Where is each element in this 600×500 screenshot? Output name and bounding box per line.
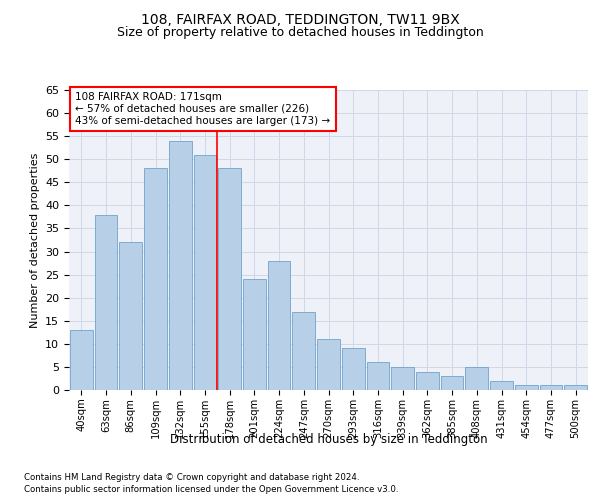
Bar	[144, 168, 167, 390]
Bar	[367, 362, 389, 390]
Bar	[169, 141, 191, 390]
Bar	[391, 367, 414, 390]
Bar	[292, 312, 315, 390]
Bar	[342, 348, 365, 390]
Y-axis label: Number of detached properties: Number of detached properties	[29, 152, 40, 328]
Bar	[218, 168, 241, 390]
Bar	[317, 339, 340, 390]
Text: Contains public sector information licensed under the Open Government Licence v3: Contains public sector information licen…	[24, 485, 398, 494]
Bar	[441, 376, 463, 390]
Bar	[466, 367, 488, 390]
Text: Distribution of detached houses by size in Teddington: Distribution of detached houses by size …	[170, 432, 488, 446]
Text: Size of property relative to detached houses in Teddington: Size of property relative to detached ho…	[116, 26, 484, 39]
Bar	[564, 386, 587, 390]
Bar	[490, 381, 513, 390]
Bar	[515, 386, 538, 390]
Bar	[95, 214, 118, 390]
Bar	[268, 261, 290, 390]
Bar	[119, 242, 142, 390]
Bar	[70, 330, 93, 390]
Bar	[416, 372, 439, 390]
Bar	[539, 386, 562, 390]
Text: 108, FAIRFAX ROAD, TEDDINGTON, TW11 9BX: 108, FAIRFAX ROAD, TEDDINGTON, TW11 9BX	[140, 12, 460, 26]
Text: 108 FAIRFAX ROAD: 171sqm
← 57% of detached houses are smaller (226)
43% of semi-: 108 FAIRFAX ROAD: 171sqm ← 57% of detach…	[75, 92, 331, 126]
Text: Contains HM Land Registry data © Crown copyright and database right 2024.: Contains HM Land Registry data © Crown c…	[24, 472, 359, 482]
Bar	[243, 279, 266, 390]
Bar	[194, 154, 216, 390]
